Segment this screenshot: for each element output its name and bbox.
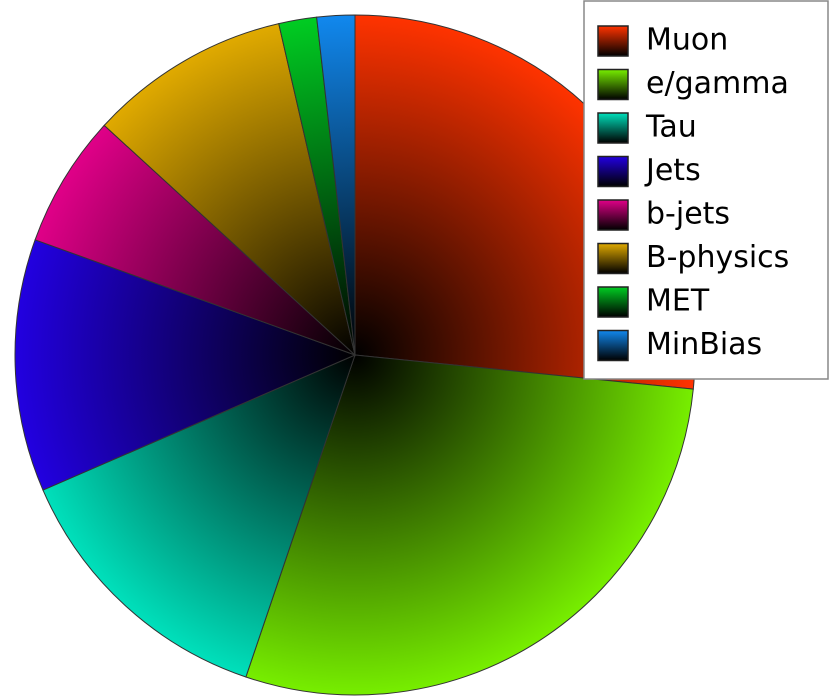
legend: Muon e/gamma Tau Jets b-jets B-physics MET MinB… xyxy=(583,0,829,380)
legend-label: Muon xyxy=(646,23,728,58)
legend-label: MinBias xyxy=(646,327,762,362)
pie-slice xyxy=(14,239,357,491)
legend-label: B-physics xyxy=(646,240,789,275)
legend-swatch xyxy=(597,199,629,231)
pie-slice xyxy=(245,354,694,696)
legend-swatch xyxy=(597,25,629,57)
legend-label: e/gamma xyxy=(646,66,789,101)
legend-label: Jets xyxy=(644,153,701,188)
pie-slice xyxy=(103,23,356,357)
legend-swatch xyxy=(597,242,629,275)
legend-label: b-jets xyxy=(646,197,730,232)
legend-label: Tau xyxy=(645,110,697,145)
legend-swatch xyxy=(597,112,629,144)
legend-swatch xyxy=(597,68,629,101)
legend-box xyxy=(583,0,829,380)
pie-slice xyxy=(34,124,356,356)
pie-slice xyxy=(42,354,356,678)
legend-swatch xyxy=(597,286,629,318)
pie-slice xyxy=(316,14,356,356)
legend-swatch xyxy=(597,329,629,362)
legend-swatch xyxy=(597,155,629,188)
legend-label: MET xyxy=(646,284,710,319)
